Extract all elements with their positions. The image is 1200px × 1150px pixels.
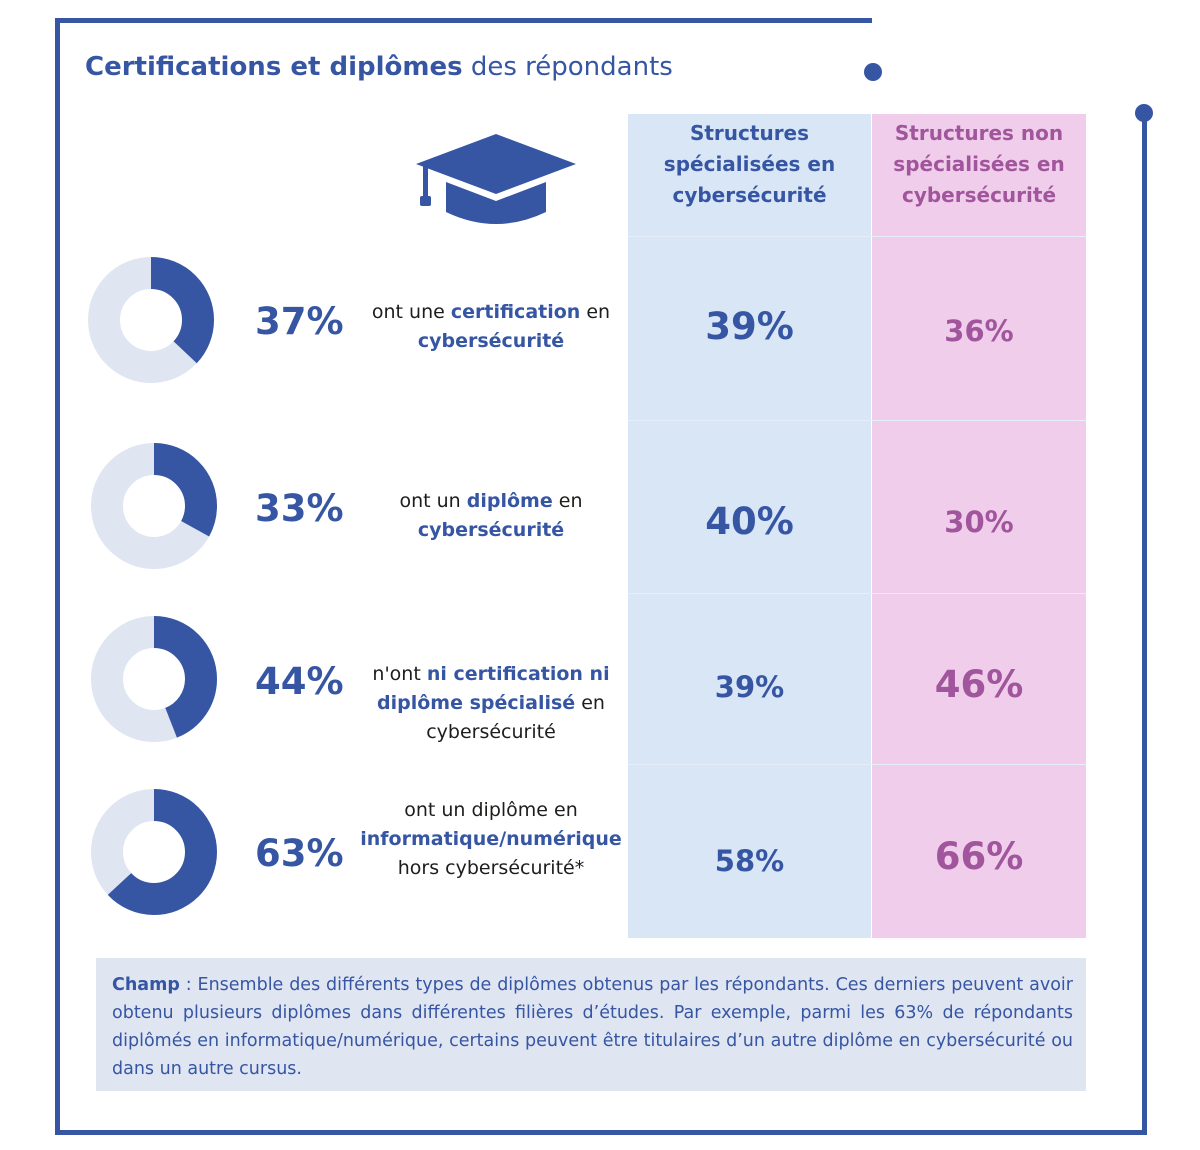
value-non-specialized: 30%	[944, 505, 1014, 539]
header-line: Structures non	[894, 121, 1064, 145]
donut-chart-informatique	[91, 789, 217, 915]
desc-text: hors cybersécurité*	[397, 857, 585, 879]
header-line: spécialisées en	[663, 152, 836, 176]
non-specialized-column	[872, 114, 1086, 938]
column-header-non-specialized: Structures non spécialisées en cybersécu…	[872, 118, 1086, 211]
value-non-specialized: 66%	[934, 835, 1024, 878]
header-line: Structures	[689, 121, 810, 145]
row-separator	[628, 420, 1086, 421]
desc-highlight: certification	[450, 301, 581, 323]
donut-chart-certification	[88, 257, 214, 383]
value-non-specialized: 36%	[944, 314, 1014, 348]
frame-left-border	[55, 18, 60, 1135]
row-separator	[628, 764, 1086, 765]
frame-top-border	[55, 18, 872, 23]
desc-text: n'ont	[372, 663, 427, 685]
value-specialized: 40%	[705, 500, 794, 543]
frame-dot	[1135, 104, 1153, 122]
donut-chart-aucun	[91, 616, 217, 742]
donut-arc	[91, 789, 217, 915]
overall-percentage: 33%	[255, 487, 344, 530]
donut-chart-diplome	[91, 443, 217, 569]
desc-text: cybersécurité	[426, 721, 556, 743]
value-non-specialized: 46%	[934, 663, 1024, 706]
champ-note: Champ : Ensemble des différents types de…	[96, 958, 1086, 1091]
desc-text: en	[580, 301, 611, 323]
overall-percentage: 44%	[255, 660, 344, 703]
graduation-cap-icon	[416, 134, 576, 224]
row-description: n'ont ni certification ni diplôme spécia…	[360, 660, 622, 747]
desc-text: en	[575, 692, 605, 714]
donut-arc	[88, 257, 214, 383]
value-specialized: 39%	[714, 670, 785, 704]
specialized-column	[628, 114, 871, 938]
desc-highlight: diplôme spécialisé	[377, 692, 576, 714]
desc-text: ont un	[399, 490, 467, 512]
row-description: ont une certification en cybersécurité	[360, 298, 622, 356]
column-header-specialized: Structures spécialisées en cybersécurité	[628, 118, 871, 211]
desc-text: en	[552, 490, 583, 512]
header-line: cybersécurité	[672, 183, 827, 207]
donut-arc	[91, 443, 217, 569]
desc-highlight: diplôme	[466, 490, 553, 512]
frame-bottom-border	[55, 1130, 1147, 1135]
overall-percentage: 63%	[255, 832, 344, 875]
row-description: ont un diplôme en cybersécurité	[360, 487, 622, 545]
desc-highlight: cybersécurité	[417, 330, 565, 352]
champ-label: Champ	[112, 975, 180, 995]
desc-text: ont un diplôme en	[404, 799, 578, 821]
row-description: ont un diplôme en informatique/numérique…	[360, 796, 622, 883]
title-bold: Certifications et diplômes	[85, 52, 463, 82]
overall-percentage: 37%	[255, 300, 344, 343]
row-separator	[628, 236, 1086, 237]
row-separator	[628, 593, 1086, 594]
value-specialized: 58%	[714, 844, 785, 878]
champ-text: : Ensemble des différents types de diplô…	[112, 975, 1073, 1079]
page-title: Certifications et diplômes des répondant…	[85, 52, 673, 82]
donut-arc	[91, 616, 217, 742]
title-rest: des répondants	[470, 52, 673, 82]
frame-right-border	[1142, 112, 1147, 1135]
header-line: cybersécurité	[901, 183, 1057, 207]
desc-highlight: informatique/numérique	[360, 828, 622, 850]
desc-highlight: ni certification ni	[426, 663, 610, 685]
frame-dot	[864, 63, 882, 81]
header-line: spécialisées en	[893, 152, 1065, 176]
desc-text: ont une	[371, 301, 451, 323]
desc-highlight: cybersécurité	[417, 519, 565, 541]
value-specialized: 39%	[705, 305, 794, 348]
